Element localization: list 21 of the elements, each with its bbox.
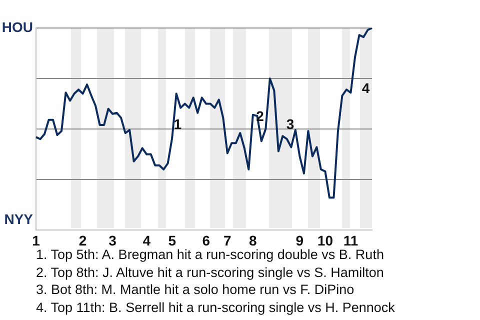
x-tick-label: 8 [249, 232, 258, 248]
x-tick-label: 10 [317, 232, 334, 248]
x-tick-label: 2 [78, 232, 87, 248]
text: 3. Bot 8th: M. Mantle hit a solo home run vs F. DiPino [36, 281, 356, 298]
text: 4. Top 11th: B. Serrell hit a run-scoring single vs H. Pennock [36, 298, 395, 316]
annotation: 4 [362, 80, 370, 96]
text: 1. Top 5th: A. Bregman hit a run-scoring double vs B. Ruth [36, 246, 385, 264]
x-tick-label: 11 [343, 232, 358, 248]
x-tick-label: 7 [223, 232, 232, 248]
x-tick-label: 9 [296, 232, 304, 248]
text: HOU [2, 18, 33, 36]
text: NYY [4, 210, 33, 228]
x-tick-label: 5 [168, 232, 176, 248]
annotation: 2 [256, 108, 264, 124]
annotation: 3 [286, 116, 294, 132]
annotation: 1 [174, 116, 182, 132]
x-tick-label: 6 [202, 232, 210, 248]
x-tick-label: 3 [108, 232, 117, 248]
x-tick-label: 4 [142, 232, 151, 248]
x-tick-label: 1 [32, 232, 40, 248]
text: 2. Top 8th: J. Altuve hit a run-scoring single vs S. Hamilton [36, 264, 385, 281]
